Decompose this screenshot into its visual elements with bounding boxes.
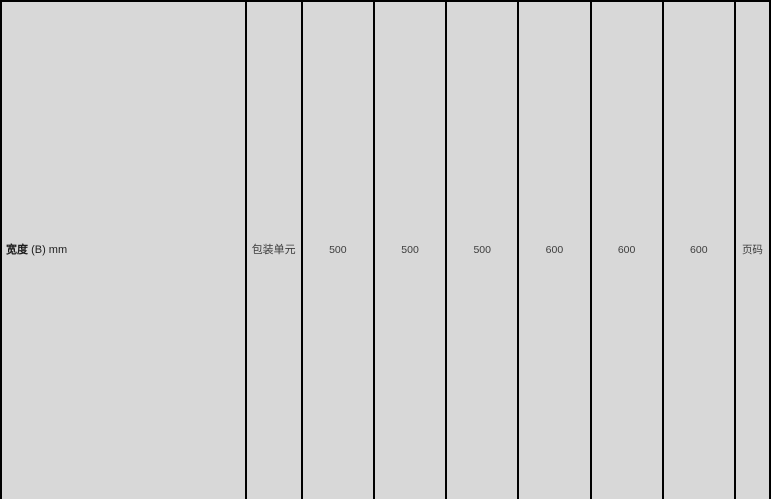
value-cell: 600 bbox=[661, 0, 736, 499]
packaging-unit-cell: 包装单元 bbox=[244, 0, 303, 499]
value-cell: 500 bbox=[300, 0, 375, 499]
value-cell: 600 bbox=[589, 0, 664, 499]
row-label-bold: 宽度 bbox=[6, 244, 28, 257]
row-label: 宽度 (B) mm bbox=[0, 0, 247, 499]
value-cell: 500 bbox=[372, 0, 447, 499]
page-number-cell: 页码 bbox=[733, 0, 771, 499]
value-cell: 500 bbox=[445, 0, 519, 499]
value-cell: 600 bbox=[517, 0, 592, 499]
row-label-rest: (B) mm bbox=[31, 244, 68, 257]
